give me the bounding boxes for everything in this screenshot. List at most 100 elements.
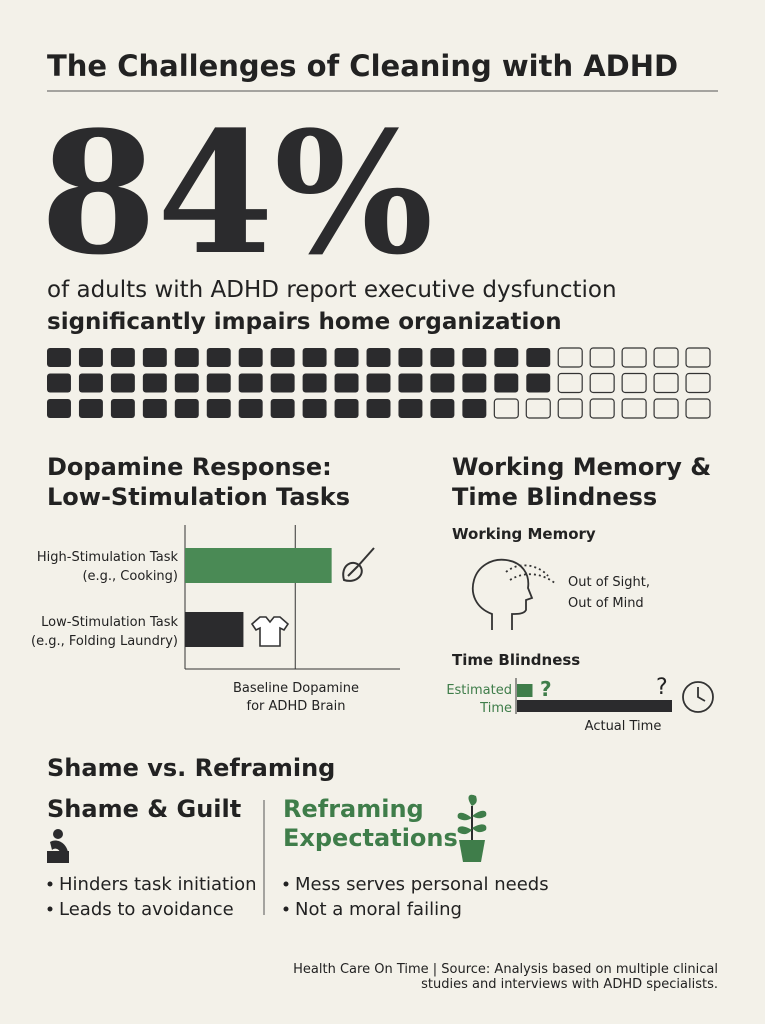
stat-line: significantly impairs home organization (47, 309, 562, 335)
shirt-icon (250, 616, 290, 647)
waffle-filled (238, 399, 263, 418)
section-heading: Dopamine Response: (47, 453, 332, 481)
footer: studies and interviews with ADHD special… (421, 977, 718, 992)
waffle-filled (270, 399, 295, 418)
head-icon (471, 558, 557, 630)
waffle-filled (110, 348, 135, 367)
section-heading: Shame vs. Reframing (47, 754, 335, 782)
estimated-bar (517, 684, 533, 697)
waffle-filled (526, 348, 551, 367)
waffle-filled (142, 348, 167, 367)
time-label: Estimated (446, 683, 512, 698)
waffle-filled (398, 348, 423, 367)
waffle-filled (494, 348, 519, 367)
plant-icon (457, 794, 487, 862)
waffle-filled (366, 373, 391, 393)
waffle-empty (621, 398, 647, 419)
waffle-filled (142, 399, 167, 418)
bullet (283, 881, 289, 887)
waffle-filled (206, 348, 231, 367)
waffle-empty (653, 347, 679, 368)
section-heading: Working Memory & (452, 453, 711, 481)
waffle-filled (142, 373, 167, 393)
waffle-filled (110, 373, 135, 393)
bar-label: (e.g., Cooking) (82, 569, 178, 584)
waffle-filled (238, 373, 263, 393)
waffle-empty (685, 398, 711, 419)
waffle-filled (462, 399, 487, 418)
waffle-filled (206, 373, 231, 393)
bar (185, 548, 332, 583)
waffle-empty (653, 372, 679, 394)
waffle-filled (334, 348, 359, 367)
sub-heading: Time Blindness (452, 651, 580, 669)
waffle-filled (494, 373, 519, 393)
question-mark: ? (540, 677, 552, 701)
waffle-empty (557, 347, 583, 368)
bullet-text: Leads to avoidance (59, 899, 234, 920)
section-heading: Time Blindness (452, 483, 657, 511)
waffle-filled (302, 399, 327, 418)
memory-label: Out of Sight, (568, 575, 650, 590)
bullet-text: Mess serves personal needs (295, 874, 549, 895)
baseline-label: for ADHD Brain (247, 699, 346, 714)
waffle-empty (685, 347, 711, 368)
title: The Challenges of Cleaning with ADHD (47, 49, 678, 83)
clock-icon (682, 681, 714, 713)
waffle-empty (685, 372, 711, 394)
waffle-filled (206, 399, 231, 418)
waffle-filled (334, 399, 359, 418)
column-title: Shame & Guilt (47, 795, 241, 823)
waffle-filled (78, 373, 103, 393)
section-heading: Low-Stimulation Tasks (47, 483, 350, 511)
waffle-filled (302, 348, 327, 367)
waffle-filled (462, 373, 487, 393)
actual-bar (517, 700, 672, 712)
time-label: Time (479, 701, 512, 716)
waffle-filled (174, 373, 199, 393)
waffle-filled (238, 348, 263, 367)
bullet-text: Hinders task initiation (59, 874, 257, 895)
waffle-empty (621, 347, 647, 368)
waffle-filled (462, 348, 487, 367)
bullet (283, 906, 289, 912)
waffle-filled (430, 373, 455, 393)
bar (185, 612, 244, 647)
waffle-filled (47, 373, 71, 393)
waffle-empty (621, 372, 647, 394)
waffle-filled (174, 348, 199, 367)
waffle-filled (302, 373, 327, 393)
column-title: Reframing (283, 795, 424, 823)
waffle-filled (110, 399, 135, 418)
sub-heading: Working Memory (452, 525, 596, 543)
big-stat: 84% (40, 94, 433, 292)
footer: Health Care On Time | Source: Analysis b… (293, 962, 718, 977)
waffle-filled (78, 399, 103, 418)
waffle-filled (78, 348, 103, 367)
waffle-filled (47, 348, 71, 367)
waffle-empty (589, 372, 615, 394)
waffle-empty (525, 398, 551, 419)
waffle-filled (366, 348, 391, 367)
waffle-empty (589, 398, 615, 419)
waffle-empty (557, 398, 583, 419)
waffle-filled (430, 399, 455, 418)
waffle-filled (398, 399, 423, 418)
bar-label: Low-Stimulation Task (41, 615, 178, 630)
bar-label: High-Stimulation Task (37, 550, 179, 565)
waffle-filled (47, 399, 71, 418)
waffle-filled (526, 373, 551, 393)
waffle-filled (270, 373, 295, 393)
waffle-filled (430, 348, 455, 367)
whisk-icon (342, 547, 375, 582)
waffle-empty (589, 347, 615, 368)
baseline-label: Baseline Dopamine (233, 681, 359, 696)
stat-line: of adults with ADHD report executive dys… (47, 277, 617, 303)
waffle-filled (174, 399, 199, 418)
column-title: Expectations (283, 824, 458, 852)
memory-label: Out of Mind (568, 596, 644, 611)
waffle-empty (557, 372, 583, 394)
waffle-empty (493, 398, 519, 419)
